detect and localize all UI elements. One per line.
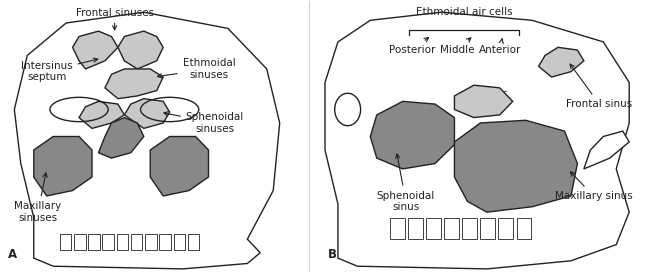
Polygon shape [480,218,495,239]
Polygon shape [584,131,629,169]
Polygon shape [426,218,441,239]
Polygon shape [105,69,163,99]
Polygon shape [124,99,170,128]
Polygon shape [390,218,404,239]
Polygon shape [145,234,157,250]
Text: Anterior: Anterior [478,39,521,55]
Polygon shape [131,234,142,250]
Text: Posterior: Posterior [389,38,436,55]
Polygon shape [444,218,459,239]
Polygon shape [34,136,92,196]
Text: Sphenoidal
sinuses: Sphenoidal sinuses [164,112,244,134]
Text: Maxillary sinus: Maxillary sinus [554,172,632,201]
Polygon shape [98,118,144,158]
Text: Intersinus
septum: Intersinus septum [21,58,98,82]
Polygon shape [60,234,72,250]
Polygon shape [88,234,99,250]
Polygon shape [102,234,114,250]
Polygon shape [370,101,454,169]
Text: B: B [328,248,337,261]
Text: Ethmoidal air cells: Ethmoidal air cells [416,7,512,17]
Text: Maxillary
sinuses: Maxillary sinuses [14,173,62,223]
Text: Frontal sinuses: Frontal sinuses [75,8,153,30]
Polygon shape [454,120,577,212]
Polygon shape [408,218,422,239]
Polygon shape [74,234,86,250]
Text: Ethmoidal
sinuses: Ethmoidal sinuses [157,58,235,80]
Polygon shape [454,85,513,118]
Text: Sphenoidal
sinus: Sphenoidal sinus [377,154,435,212]
Polygon shape [150,136,209,196]
Polygon shape [188,234,200,250]
Text: Middle: Middle [441,38,475,55]
Polygon shape [517,218,532,239]
Polygon shape [539,47,584,77]
Polygon shape [79,101,124,128]
Polygon shape [499,218,514,239]
Text: Frontal sinus: Frontal sinus [566,64,632,109]
Polygon shape [159,234,171,250]
Polygon shape [174,234,185,250]
Polygon shape [73,31,118,69]
Polygon shape [116,234,128,250]
Text: A: A [8,248,17,261]
Polygon shape [462,218,477,239]
Polygon shape [118,31,163,69]
